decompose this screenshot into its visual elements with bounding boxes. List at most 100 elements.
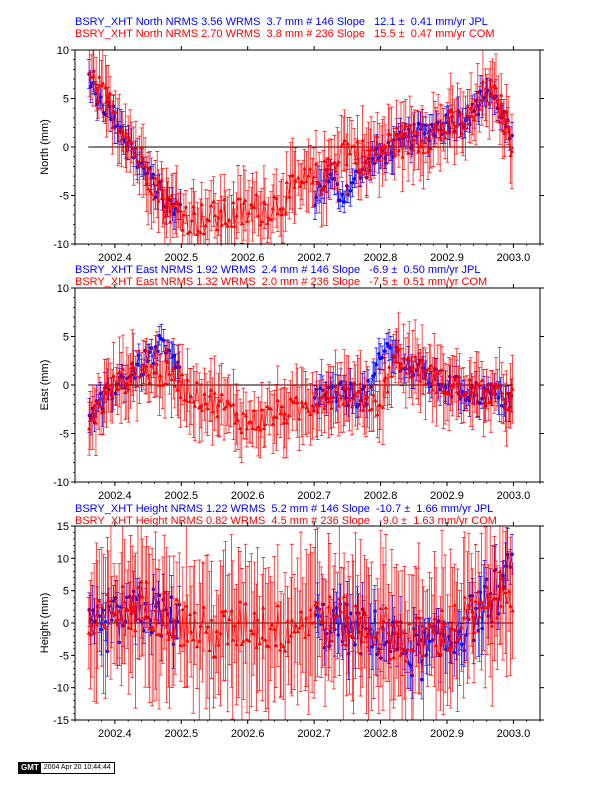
north-com-connector (214, 215, 218, 230)
east-com-connector (385, 377, 389, 392)
north-com-connector (423, 137, 427, 153)
height-com-point (243, 601, 248, 606)
east-com-point (468, 389, 474, 394)
north-com-point (387, 131, 393, 136)
north-com-connector (115, 112, 119, 133)
east-com-point (102, 388, 107, 393)
east-com-point (154, 361, 160, 366)
height-com-point (362, 609, 367, 614)
height-ytick-label: -5 (59, 650, 69, 662)
north-com-connector (162, 197, 166, 217)
north-com-point (142, 163, 148, 168)
height-com-point (378, 605, 384, 610)
height-com-point (201, 604, 207, 609)
east-xtick-label: 2002.9 (430, 490, 464, 502)
height-com-point (192, 610, 197, 615)
east-com-point (295, 400, 300, 405)
height-com-point (375, 630, 380, 635)
east-com-point (419, 356, 425, 361)
north-com-point (183, 204, 189, 209)
east-com-point (228, 403, 233, 408)
north-com-point (249, 201, 254, 206)
height-com-point (300, 622, 305, 627)
east-com-point (225, 398, 230, 403)
east-com-point (279, 403, 285, 408)
height-com-point (337, 596, 342, 601)
east-com-point (412, 354, 418, 359)
height-com-point (116, 608, 122, 613)
height-com-point (470, 608, 475, 613)
height-ytick-label: 10 (57, 553, 69, 565)
north-com-point (465, 104, 470, 109)
east-com-point (442, 391, 448, 396)
north-com-point (254, 192, 259, 197)
east-com-point (347, 397, 352, 402)
height-com-point (237, 599, 243, 604)
north-com-point (423, 135, 429, 140)
north-com-point (296, 175, 301, 180)
east-com-point (235, 417, 241, 422)
north-com-point (262, 201, 268, 206)
east-com-point (490, 385, 495, 390)
north-ytick-label: 10 (57, 45, 69, 57)
north-com-point (415, 129, 420, 134)
east-com-connector (187, 380, 191, 402)
height-com-connector (343, 596, 347, 646)
east-xtick-label: 2002.5 (164, 490, 198, 502)
height-com-connector (506, 591, 510, 603)
east-com-connector (95, 401, 99, 424)
height-xtick-label: 2002.4 (98, 728, 132, 740)
north-com-point (403, 123, 409, 128)
east-com-point (171, 366, 176, 371)
height-com-connector (464, 597, 468, 618)
east-com-point (386, 364, 392, 369)
north-com-connector (264, 203, 268, 224)
east-com-point (499, 390, 505, 395)
gmt-logo: GMT (19, 763, 41, 773)
north-com-point (362, 153, 367, 158)
height-com-connector (496, 571, 501, 618)
height-com-point (269, 622, 275, 627)
height-com-point (99, 604, 105, 609)
height-com-point (252, 610, 257, 615)
north-xtick-label: 2003.0 (497, 252, 531, 264)
east-com-point (401, 356, 406, 361)
east-com-connector (375, 400, 378, 415)
height-com-connector (142, 596, 146, 618)
north-com-point (139, 145, 144, 150)
east-com-point (452, 376, 458, 381)
height-com-connector (340, 611, 344, 645)
height-com-point (383, 605, 389, 610)
north-com-point (433, 123, 439, 128)
north-com-point (475, 90, 480, 95)
height-com-point (484, 585, 490, 590)
east-com-connector (403, 358, 407, 373)
height-com-connector (491, 598, 495, 626)
height-com-connector (408, 623, 413, 650)
height-series-com (86, 526, 515, 720)
height-com-point (255, 617, 260, 622)
east-com-point (333, 384, 338, 389)
east-com-point (179, 372, 185, 377)
north-com-point (360, 138, 365, 143)
height-com-point (406, 621, 412, 626)
east-com-point (219, 391, 224, 396)
north-com-point (223, 220, 228, 225)
east-com-connector (270, 408, 274, 425)
north-com-point (460, 121, 466, 126)
north-com-point (308, 166, 313, 171)
height-com-point (97, 598, 102, 603)
east-com-point (358, 381, 363, 386)
east-com-connector (207, 395, 211, 409)
height-com-point (101, 621, 106, 626)
north-jpl-point (478, 89, 482, 94)
north-com-point (457, 110, 463, 115)
east-com-point (158, 373, 163, 378)
height-com-connector (385, 607, 389, 633)
height-com-point (386, 630, 391, 635)
north-com-point (455, 108, 460, 113)
north-com-point (274, 195, 279, 200)
north-com-point (149, 191, 154, 196)
north-com-point (505, 118, 511, 123)
east-com-point (486, 400, 491, 405)
